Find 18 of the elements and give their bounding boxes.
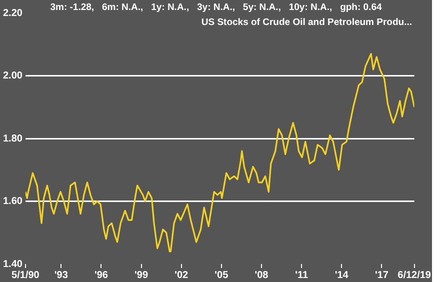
x-tick-label: '11 (295, 270, 308, 281)
y-tick-label: 2.20 (2, 8, 23, 19)
x-tick-label: '96 (94, 270, 108, 281)
x-tick-label: '14 (334, 270, 349, 281)
x-tick-label: '05 (214, 270, 229, 281)
x-tick-label: 5/1/90 (12, 270, 40, 281)
x-tick-label: '99 (134, 270, 148, 281)
x-tick-label: '17 (374, 270, 389, 281)
x-tick-label: '08 (254, 270, 269, 281)
y-tick-label: 1.40 (2, 258, 23, 270)
x-tick-label: '02 (174, 270, 189, 281)
chart-title: US Stocks of Crude Oil and Petroleum Produ... (201, 17, 412, 28)
x-tick-label: '93 (54, 270, 68, 281)
y-tick-label: 1.80 (2, 133, 23, 144)
y-tick-label: 1.60 (2, 196, 23, 207)
chart-subtitle: 3m: -1.28, 6m: N.A., 1y: N.A., 3y: N.A., 5y: N.A., 10y: N.A., gph: 0.64 (50, 2, 382, 13)
y-tick-label: 2.00 (2, 70, 23, 82)
x-tick-label: 6/12/19 (398, 270, 432, 281)
